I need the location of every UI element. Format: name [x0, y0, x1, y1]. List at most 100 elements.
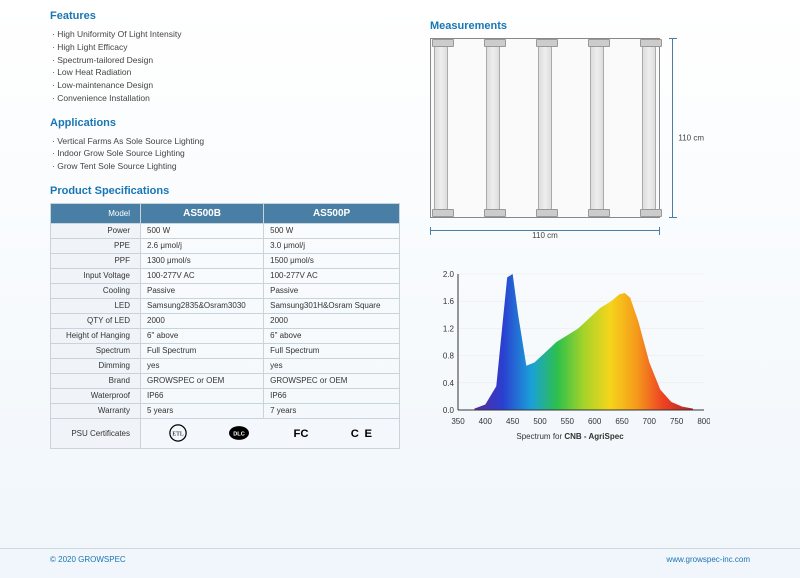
- measurements-title: Measurements: [430, 20, 770, 32]
- spec-cell-a: Samsung2835&Osram3030: [141, 298, 264, 313]
- spec-cell-b: Samsung301H&Osram Square: [264, 298, 400, 313]
- spec-row: BrandGROWSPEC or OEMGROWSPEC or OEM: [51, 373, 400, 388]
- spec-cell-b: yes: [264, 358, 400, 373]
- cert-icon: ETL: [165, 423, 191, 443]
- spec-row-label: Spectrum: [51, 343, 141, 358]
- spec-cell-a: 2000: [141, 313, 264, 328]
- spec-cell-b: IP66: [264, 388, 400, 403]
- cert-icon: DLC: [226, 423, 252, 443]
- features-list: High Uniformity Of Light IntensityHigh L…: [50, 28, 400, 105]
- led-bar: [642, 42, 656, 214]
- svg-text:550: 550: [561, 417, 575, 426]
- feature-item: Low-maintenance Design: [52, 79, 400, 92]
- spec-cell-a: 5 years: [141, 403, 264, 418]
- spec-cell-a: 2.6 μmol/j: [141, 238, 264, 253]
- feature-item: High Light Efficacy: [52, 41, 400, 54]
- svg-text:350: 350: [451, 417, 465, 426]
- feature-item: Spectrum-tailored Design: [52, 54, 400, 67]
- spec-cell-b: 100-277V AC: [264, 268, 400, 283]
- spec-cell-b: Passive: [264, 283, 400, 298]
- svg-text:FC: FC: [293, 428, 308, 440]
- spec-row-label: Waterproof: [51, 388, 141, 403]
- spec-cell-a: Passive: [141, 283, 264, 298]
- dim-width-label: 110 cm: [532, 231, 558, 240]
- spec-row-label: Input Voltage: [51, 268, 141, 283]
- spec-row-label: QTY of LED: [51, 313, 141, 328]
- spec-cell-a: 100-277V AC: [141, 268, 264, 283]
- spectrum-caption: Spectrum for CNB - AgriSpec: [430, 432, 710, 441]
- cert-icon: FC: [288, 423, 314, 443]
- spec-cell-b: 1500 μmol/s: [264, 253, 400, 268]
- spec-cell-b: 500 W: [264, 223, 400, 238]
- spec-cell-a: IP66: [141, 388, 264, 403]
- svg-text:DLC: DLC: [233, 432, 245, 438]
- feature-item: Low Heat Radiation: [52, 66, 400, 79]
- spec-row-label: LED: [51, 298, 141, 313]
- svg-text:1.2: 1.2: [443, 324, 455, 333]
- applications-list: Vertical Farms As Sole Source LightingIn…: [50, 135, 400, 173]
- spec-row-label: Warranty: [51, 403, 141, 418]
- svg-text:650: 650: [615, 417, 629, 426]
- led-bar: [590, 42, 604, 214]
- spec-cell-b: 2000: [264, 313, 400, 328]
- svg-text:0.8: 0.8: [443, 352, 455, 361]
- led-bar: [486, 42, 500, 214]
- svg-text:1.6: 1.6: [443, 297, 455, 306]
- spec-model-a: AS500B: [141, 203, 264, 223]
- spec-cell-a: yes: [141, 358, 264, 373]
- cert-icon: C E: [349, 423, 375, 443]
- spec-row-label: Brand: [51, 373, 141, 388]
- spec-row: Height of Hanging6" above6" above: [51, 328, 400, 343]
- spec-cell-a: 500 W: [141, 223, 264, 238]
- spec-cell-b: 6" above: [264, 328, 400, 343]
- spec-cell-a: 1300 μmol/s: [141, 253, 264, 268]
- application-item: Indoor Grow Sole Source Lighting: [52, 147, 400, 160]
- svg-text:0.0: 0.0: [443, 406, 455, 415]
- svg-text:500: 500: [533, 417, 547, 426]
- application-item: Grow Tent Sole Source Lighting: [52, 160, 400, 173]
- spec-cell-b: 3.0 μmol/j: [264, 238, 400, 253]
- measurements-diagram: 110 cm 110 cm: [430, 38, 700, 238]
- svg-text:0.4: 0.4: [443, 379, 455, 388]
- spec-row: CoolingPassivePassive: [51, 283, 400, 298]
- spectrum-chart: 0.00.40.81.21.62.04004505005506006507007…: [430, 268, 710, 448]
- applications-title: Applications: [50, 117, 400, 129]
- spec-cell-a: Full Spectrum: [141, 343, 264, 358]
- footer-url: www.growspec-inc.com: [666, 555, 750, 564]
- spec-cell-a: GROWSPEC or OEM: [141, 373, 264, 388]
- spec-cell-b: 7 years: [264, 403, 400, 418]
- spec-cell-a: 6" above: [141, 328, 264, 343]
- spec-model-b: AS500P: [264, 203, 400, 223]
- spec-row: SpectrumFull SpectrumFull Spectrum: [51, 343, 400, 358]
- spec-row: Power500 W500 W: [51, 223, 400, 238]
- spec-title: Product Specifications: [50, 185, 400, 197]
- spec-cell-b: GROWSPEC or OEM: [264, 373, 400, 388]
- spec-cell-b: Full Spectrum: [264, 343, 400, 358]
- spec-row-label: PPE: [51, 238, 141, 253]
- svg-text:ETL: ETL: [172, 431, 184, 438]
- spec-row-label: Dimming: [51, 358, 141, 373]
- feature-item: Convenience Installation: [52, 92, 400, 105]
- spec-row: PPE2.6 μmol/j3.0 μmol/j: [51, 238, 400, 253]
- spec-row: LEDSamsung2835&Osram3030Samsung301H&Osra…: [51, 298, 400, 313]
- footer-copyright: © 2020 GROWSPEC: [50, 555, 126, 564]
- feature-item: High Uniformity Of Light Intensity: [52, 28, 400, 41]
- svg-text:600: 600: [588, 417, 602, 426]
- spec-row: Warranty5 years7 years: [51, 403, 400, 418]
- footer: © 2020 GROWSPEC www.growspec-inc.com: [0, 548, 800, 564]
- spec-table: Model AS500B AS500P Power500 W500 WPPE2.…: [50, 203, 400, 449]
- dim-height-label: 110 cm: [678, 134, 704, 143]
- led-bar: [538, 42, 552, 214]
- spec-row-label: Height of Hanging: [51, 328, 141, 343]
- svg-text:2.0: 2.0: [443, 270, 455, 279]
- spec-row-label: Power: [51, 223, 141, 238]
- spec-row: Dimmingyesyes: [51, 358, 400, 373]
- features-title: Features: [50, 10, 400, 22]
- svg-text:400: 400: [479, 417, 493, 426]
- spec-cert-label: PSU Certificates: [51, 418, 141, 448]
- spec-row: Input Voltage100-277V AC100-277V AC: [51, 268, 400, 283]
- spec-row: QTY of LED20002000: [51, 313, 400, 328]
- cert-icons: ETL DLC FC C E: [147, 421, 393, 445]
- led-bar: [434, 42, 448, 214]
- svg-text:800: 800: [697, 417, 710, 426]
